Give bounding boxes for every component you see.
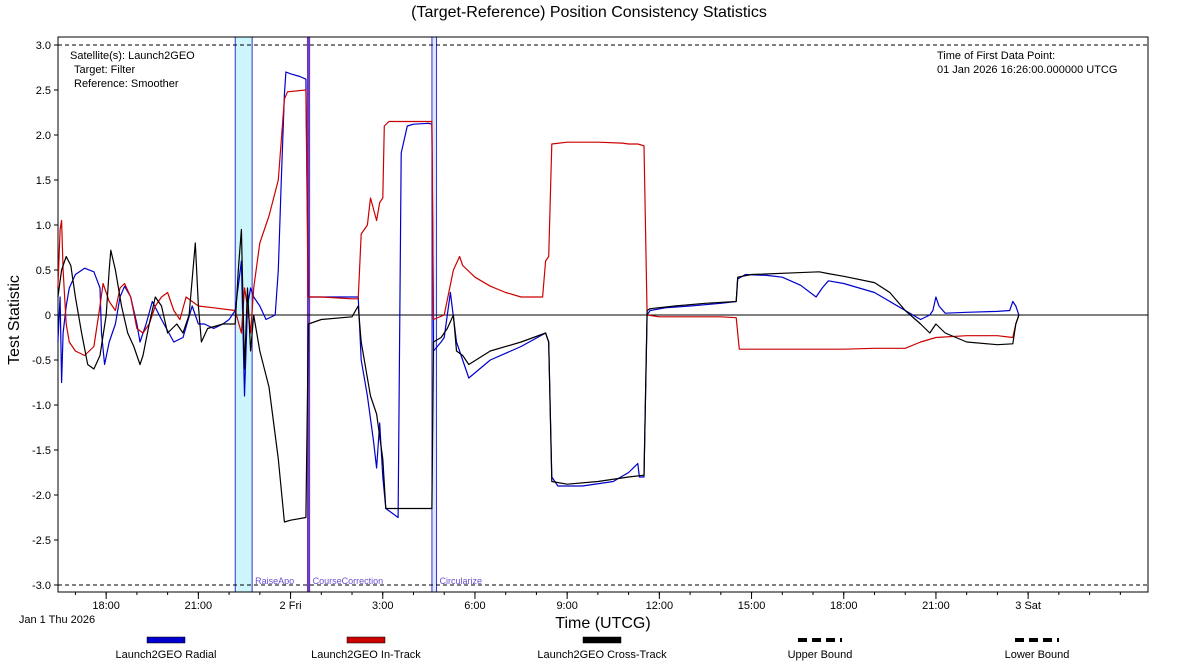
legend-label: Launch2GEO Cross-Track <box>537 649 667 661</box>
info-right-line: 01 Jan 2026 16:26:00.000000 UTCG <box>937 64 1117 76</box>
y-tick-label: -0.5 <box>32 355 51 367</box>
y-tick-label: -1.0 <box>32 400 51 412</box>
x-tick-label: 6:00 <box>464 600 485 612</box>
x-tick-label: 3 Sat <box>1015 600 1041 612</box>
y-tick-label: 1.0 <box>36 220 51 232</box>
legend-label: Launch2GEO In-Track <box>311 649 421 661</box>
legend-label: Launch2GEO Radial <box>116 649 217 661</box>
legend-swatch <box>582 636 622 644</box>
maneuver-label: Circularize <box>440 576 483 586</box>
y-tick-label: 2.0 <box>36 130 51 142</box>
legend-label: Upper Bound <box>788 649 853 661</box>
x-tick-label: 18:00 <box>830 600 858 612</box>
info-left-line: Satellite(s): Launch2GEO <box>70 50 195 62</box>
x-tick-label: 9:00 <box>556 600 577 612</box>
y-tick-label: 0 <box>45 310 51 322</box>
y-tick-label: 2.5 <box>36 85 51 97</box>
x-tick-label: 12:00 <box>646 600 674 612</box>
legend-swatch <box>146 636 186 644</box>
series-line-launch2geo-cross-track <box>57 228 1020 523</box>
info-left-line: Reference: Smoother <box>74 78 179 90</box>
maneuver-label: CourseCorrection <box>313 576 384 586</box>
x-axis-title: Time (UTCG) <box>555 615 650 632</box>
y-tick-label: 3.0 <box>36 40 51 52</box>
x-tick-label: 18:00 <box>92 600 120 612</box>
y-tick-label: -2.0 <box>32 490 51 502</box>
x-tick-label: 3:00 <box>372 600 393 612</box>
x-tick-label: 21:00 <box>185 600 213 612</box>
y-axis-title: Test Statistic <box>6 275 23 365</box>
legend: Launch2GEO Radial Launch2GEO In-Track Laun… <box>116 636 1070 661</box>
y-tick-label: -2.5 <box>32 535 51 547</box>
x-tick-label: 15:00 <box>738 600 766 612</box>
info-right-line: Time of First Data Point: <box>937 50 1055 62</box>
chart-title: (Target-Reference) Position Consistency … <box>411 4 767 21</box>
legend-label: Lower Bound <box>1005 649 1070 661</box>
date-label: Jan 1 Thu 2026 <box>19 614 95 626</box>
y-tick-label: 0.5 <box>36 265 51 277</box>
y-tick-label: -3.0 <box>32 580 51 592</box>
x-tick-label: 21:00 <box>922 600 950 612</box>
y-tick-label: 1.5 <box>36 175 51 187</box>
info-left-line: Target: Filter <box>74 64 135 76</box>
series-line-launch2geo-radial <box>57 71 1020 519</box>
maneuver-label: RaiseApo <box>255 576 294 586</box>
x-tick-label: 2 Fri <box>280 600 302 612</box>
plot-area: RaiseApo CourseCorrection Circularize 3.0 2.… <box>32 36 1149 612</box>
legend-swatch <box>346 636 386 644</box>
series-line-launch2geo-in-track <box>57 89 1020 357</box>
y-tick-label: -1.5 <box>32 445 51 457</box>
